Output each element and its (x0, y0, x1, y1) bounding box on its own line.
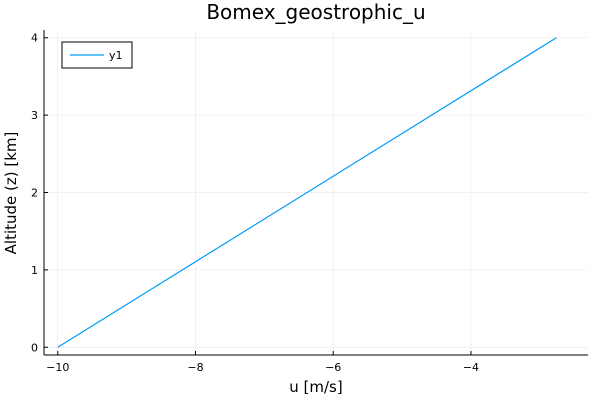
y-tick-label: 1 (31, 264, 38, 277)
axis-ticks: −10 −8 −6 −4 0 1 2 3 4 (31, 32, 479, 374)
x-tick-label: −8 (187, 361, 203, 374)
chart-title: Bomex_geostrophic_u (206, 0, 425, 24)
x-tick-label: −10 (46, 361, 69, 374)
grid-lines (44, 30, 588, 355)
y-tick-label: 0 (31, 341, 38, 354)
y-tick-label: 2 (31, 187, 38, 200)
legend-label-y1: y1 (109, 49, 123, 62)
y-tick-label: 3 (31, 109, 38, 122)
y-axis-label: Altitude (z) [km] (2, 132, 20, 255)
x-tick-label: −6 (325, 361, 341, 374)
x-axis-label: u [m/s] (289, 378, 342, 396)
y-tick-label: 4 (31, 32, 38, 45)
legend: y1 (61, 41, 133, 69)
series-line-y1 (57, 37, 557, 348)
x-tick-label: −4 (463, 361, 479, 374)
series-lines (57, 37, 557, 348)
